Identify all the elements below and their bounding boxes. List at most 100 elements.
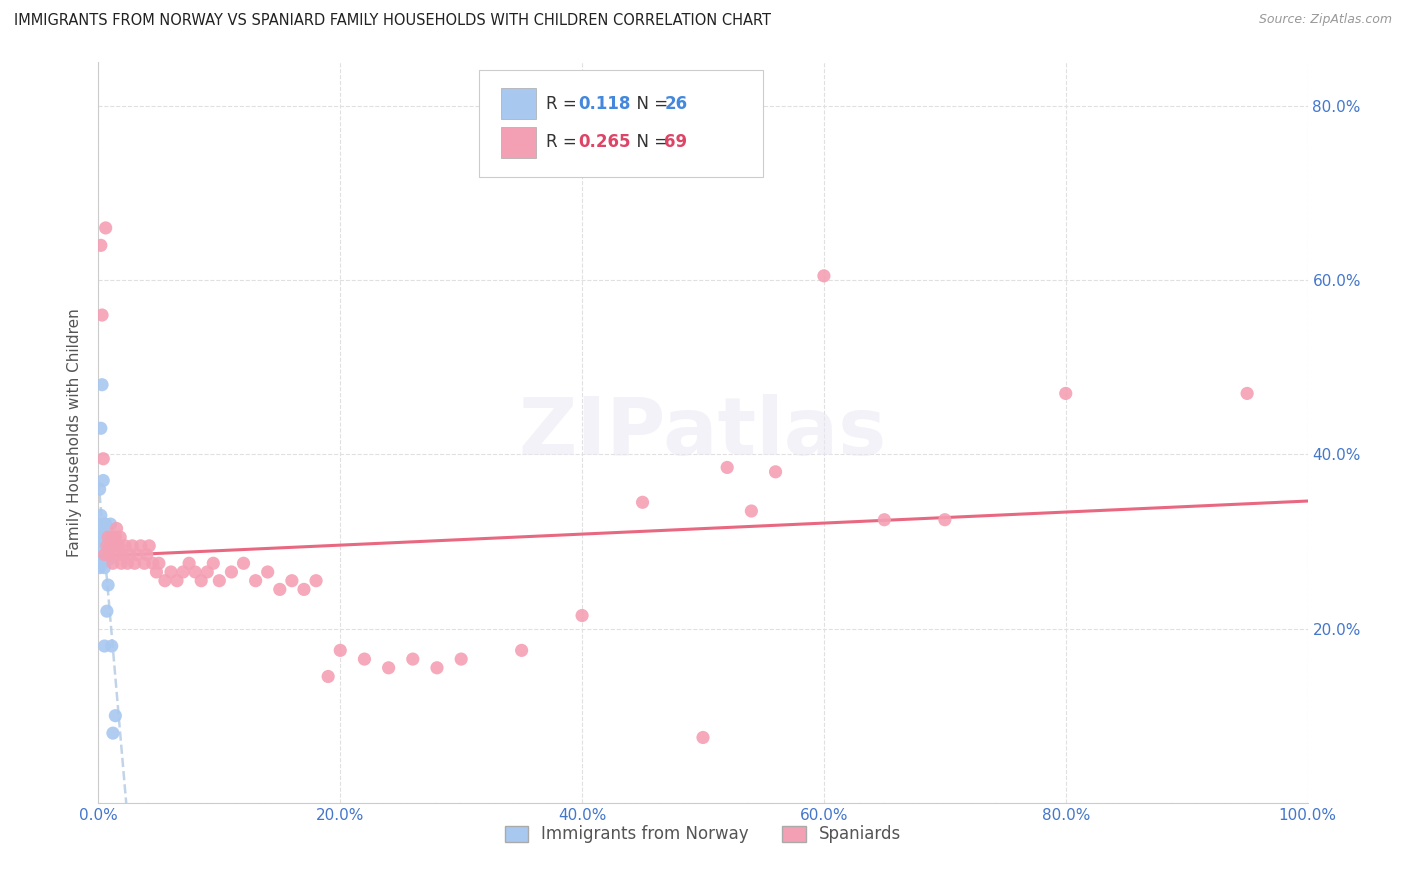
Point bbox=[93, 548, 115, 562]
Point bbox=[353, 652, 375, 666]
Point bbox=[631, 495, 654, 509]
Point bbox=[94, 221, 117, 235]
Point bbox=[111, 548, 134, 562]
Point bbox=[94, 552, 117, 566]
Point bbox=[104, 530, 127, 544]
Point bbox=[142, 556, 165, 570]
Point bbox=[1236, 386, 1258, 401]
Point bbox=[121, 539, 143, 553]
Point bbox=[98, 548, 121, 562]
Point bbox=[129, 539, 152, 553]
Point bbox=[934, 513, 956, 527]
Point bbox=[316, 669, 339, 683]
Point bbox=[90, 421, 112, 435]
Point bbox=[96, 534, 118, 549]
Point bbox=[105, 521, 128, 535]
Point bbox=[97, 530, 120, 544]
Point bbox=[873, 513, 896, 527]
Point bbox=[100, 639, 122, 653]
Point bbox=[107, 548, 129, 562]
Point bbox=[93, 525, 115, 540]
Point bbox=[90, 238, 112, 252]
Point bbox=[108, 530, 131, 544]
Point bbox=[93, 639, 115, 653]
Point bbox=[172, 565, 194, 579]
Point bbox=[571, 608, 593, 623]
Text: N =: N = bbox=[626, 95, 673, 113]
FancyBboxPatch shape bbox=[501, 127, 536, 158]
Point bbox=[1054, 386, 1077, 401]
Text: N =: N = bbox=[626, 134, 673, 152]
Point bbox=[114, 539, 136, 553]
Point bbox=[160, 565, 183, 579]
Point bbox=[91, 552, 114, 566]
Point bbox=[402, 652, 425, 666]
Point bbox=[118, 548, 141, 562]
Point bbox=[91, 543, 114, 558]
Point bbox=[190, 574, 212, 588]
Point bbox=[103, 539, 125, 553]
Point bbox=[208, 574, 231, 588]
Point bbox=[184, 565, 207, 579]
Point bbox=[91, 308, 114, 322]
Point bbox=[100, 517, 122, 532]
Point bbox=[90, 508, 112, 523]
FancyBboxPatch shape bbox=[501, 88, 536, 120]
Point bbox=[135, 548, 157, 562]
Point bbox=[117, 556, 139, 570]
Point bbox=[256, 565, 278, 579]
Point bbox=[195, 565, 218, 579]
Point bbox=[134, 556, 156, 570]
Text: R =: R = bbox=[546, 134, 582, 152]
Text: R =: R = bbox=[546, 95, 582, 113]
Point bbox=[692, 731, 714, 745]
Point bbox=[292, 582, 315, 597]
Point bbox=[110, 556, 132, 570]
Point bbox=[765, 465, 787, 479]
Point bbox=[245, 574, 267, 588]
Point bbox=[96, 604, 118, 618]
Point bbox=[740, 504, 762, 518]
Point bbox=[91, 451, 114, 466]
Point bbox=[98, 552, 121, 566]
Point bbox=[138, 539, 160, 553]
Point bbox=[377, 661, 399, 675]
Text: Source: ZipAtlas.com: Source: ZipAtlas.com bbox=[1258, 13, 1392, 27]
Point bbox=[510, 643, 533, 657]
FancyBboxPatch shape bbox=[479, 70, 763, 178]
Text: IMMIGRANTS FROM NORWAY VS SPANIARD FAMILY HOUSEHOLDS WITH CHILDREN CORRELATION C: IMMIGRANTS FROM NORWAY VS SPANIARD FAMIL… bbox=[14, 13, 770, 29]
Point bbox=[90, 534, 112, 549]
Point bbox=[101, 556, 124, 570]
Point bbox=[91, 377, 114, 392]
Point bbox=[450, 652, 472, 666]
Point bbox=[108, 539, 131, 553]
Y-axis label: Family Households with Children: Family Households with Children bbox=[67, 309, 83, 557]
Legend: Immigrants from Norway, Spaniards: Immigrants from Norway, Spaniards bbox=[498, 819, 908, 850]
Point bbox=[153, 574, 176, 588]
Point bbox=[124, 556, 146, 570]
Point bbox=[329, 643, 352, 657]
Point bbox=[93, 560, 115, 574]
Text: ZIPatlas: ZIPatlas bbox=[519, 393, 887, 472]
Point bbox=[91, 525, 114, 540]
Point bbox=[127, 548, 149, 562]
Point bbox=[89, 534, 111, 549]
Text: 0.118: 0.118 bbox=[578, 95, 631, 113]
Point bbox=[94, 517, 117, 532]
Point bbox=[89, 560, 111, 574]
Point bbox=[100, 539, 122, 553]
Point bbox=[716, 460, 738, 475]
Point bbox=[148, 556, 170, 570]
Point bbox=[813, 268, 835, 283]
Point bbox=[426, 661, 449, 675]
Point bbox=[281, 574, 304, 588]
Point bbox=[100, 530, 122, 544]
Point bbox=[269, 582, 291, 597]
Point bbox=[179, 556, 201, 570]
Point bbox=[145, 565, 167, 579]
Point bbox=[91, 474, 114, 488]
Point bbox=[202, 556, 225, 570]
Point bbox=[97, 578, 120, 592]
Point bbox=[101, 726, 124, 740]
Point bbox=[305, 574, 328, 588]
